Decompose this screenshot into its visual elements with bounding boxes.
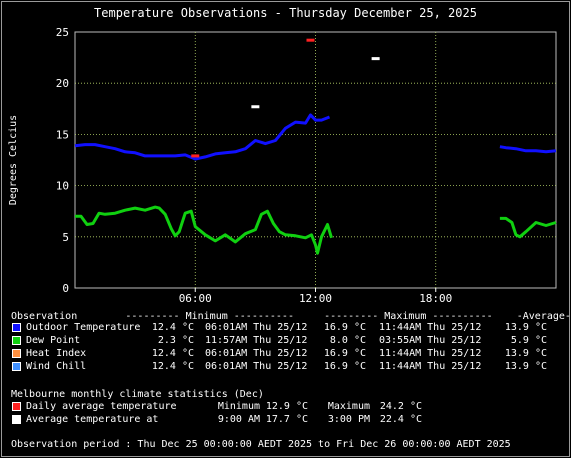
legend-label: Dew Point (26, 335, 81, 346)
legend-max-time: 11:44AM Thu 25/12 (379, 348, 482, 359)
outdoor-temperature-line (499, 145, 557, 154)
dew-point-line (75, 205, 333, 255)
legend-label: Outdoor Temperature (26, 322, 141, 333)
legend-min-time: 06:01AM Thu 25/12 (205, 361, 308, 372)
daily-average-temperature-marker (191, 154, 200, 158)
climate-max-value: 22.4 °C (379, 414, 422, 425)
x-tick-label: 06:00 (179, 292, 212, 305)
average-temperature-at-marker (251, 105, 260, 109)
legend-average-value: 13.9 °C (504, 348, 547, 359)
legend-min-value: 12.4 °C (151, 348, 194, 359)
temperature-chart: 0 5 10 15 20 25 06:00 12:00 18:00 Degrees Celci… (8, 26, 557, 305)
climate-header: Melbourne monthly climate statistics (De… (11, 389, 264, 400)
climate-label: Average temperature at (26, 414, 159, 425)
climate-swatch (12, 415, 21, 424)
legend-average-value: 13.9 °C (504, 361, 547, 372)
climate-max-label: Maximum (327, 401, 370, 412)
climate-max-label: 3:00 PM (327, 414, 370, 425)
legend-max-value: 8.0 °C (329, 335, 366, 346)
dew-point-line (499, 216, 557, 239)
observation-period: Observation period : Thu Dec 25 00:00:00… (11, 439, 511, 450)
legend-min-time: 11:57AM Thu 25/12 (205, 335, 308, 346)
legend-label: Heat Index (26, 348, 87, 359)
climate-min-label: Minimum (217, 401, 260, 412)
y-tick-label: 5 (62, 231, 69, 244)
legend-min-time: 06:01AM Thu 25/12 (205, 348, 308, 359)
legend-min-time: 06:01AM Thu 25/12 (205, 322, 308, 333)
legend-max-value: 16.9 °C (323, 361, 366, 372)
legend-max-value: 16.9 °C (323, 322, 366, 333)
legend-swatch (12, 362, 21, 371)
y-tick-label: 0 (62, 282, 69, 295)
climate-min-value: 12.9 °C (265, 401, 308, 412)
y-tick-label: 10 (56, 180, 69, 193)
x-tick-label: 12:00 (299, 292, 332, 305)
legend-max-value: 16.9 °C (323, 348, 366, 359)
legend-header: Observation --------- Minimum ----------… (11, 311, 571, 322)
legend-average-value: 13.9 °C (504, 322, 547, 333)
legend-swatch (12, 349, 21, 358)
legend-max-time: 11:44AM Thu 25/12 (379, 361, 482, 372)
y-tick-label: 15 (56, 128, 69, 141)
climate-label: Daily average temperature (26, 401, 177, 412)
legend-min-value: 2.3 °C (157, 335, 194, 346)
legend-max-time: 03:55AM Thu 25/12 (379, 335, 482, 346)
legend-average-value: 5.9 °C (510, 335, 547, 346)
climate-swatch (12, 402, 21, 411)
y-axis-label: Degrees Celcius (8, 115, 19, 205)
y-tick-label: 25 (56, 26, 69, 39)
legend-min-value: 12.4 °C (151, 361, 194, 372)
climate-max-value: 24.2 °C (379, 401, 422, 412)
legend-swatch (12, 323, 21, 332)
legend-max-time: 11:44AM Thu 25/12 (379, 322, 482, 333)
outdoor-temperature-line (74, 113, 331, 161)
chart-title: Temperature Observations - Thursday Dece… (94, 6, 477, 20)
x-tick-label: 18:00 (419, 292, 452, 305)
y-tick-label: 20 (56, 77, 69, 90)
average-temperature-at-marker (371, 57, 380, 61)
climate-min-label: 9:00 AM (217, 414, 260, 425)
legend-min-value: 12.4 °C (151, 322, 194, 333)
daily-average-temperature-marker (306, 38, 315, 42)
climate-min-value: 17.7 °C (265, 414, 308, 425)
legend-swatch (12, 336, 21, 345)
legend-label: Wind Chill (26, 361, 87, 372)
